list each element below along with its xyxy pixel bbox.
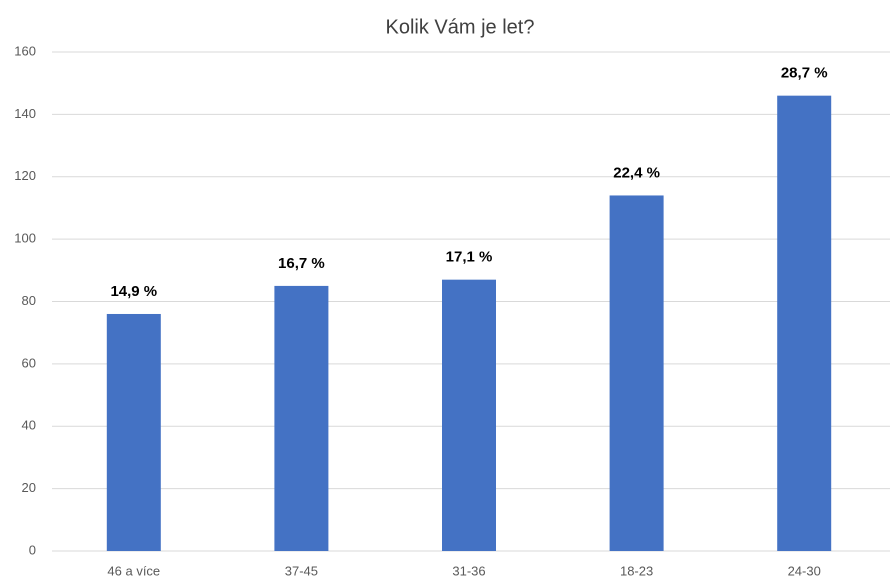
y-tick-label: 60 <box>22 355 36 370</box>
chart-title: Kolik Vám je let? <box>386 16 535 38</box>
bar <box>442 279 496 551</box>
data-label: 28,7 % <box>781 65 828 82</box>
y-tick-label: 100 <box>14 231 36 246</box>
bar <box>106 313 161 551</box>
y-tick-label: 0 <box>29 542 36 557</box>
y-tick-label: 40 <box>22 418 36 433</box>
x-tick-label: 18-23 <box>620 563 653 578</box>
bar <box>609 195 664 551</box>
y-tick-label: 80 <box>22 293 36 308</box>
bar <box>777 95 832 551</box>
data-label: 14,9 % <box>110 283 157 300</box>
data-label: 16,7 % <box>278 255 325 272</box>
x-tick-label: 37-45 <box>285 563 318 578</box>
x-tick-label: 46 a více <box>107 563 160 578</box>
data-label: 17,1 % <box>446 249 493 266</box>
y-tick-label: 160 <box>14 43 36 58</box>
y-tick-label: 20 <box>22 480 36 495</box>
x-tick-label: 31-36 <box>452 563 485 578</box>
x-tick-label: 24-30 <box>788 563 821 578</box>
y-tick-label: 140 <box>14 106 36 121</box>
bar <box>274 285 329 551</box>
data-label: 22,4 % <box>613 164 660 181</box>
y-tick-label: 120 <box>14 168 36 183</box>
